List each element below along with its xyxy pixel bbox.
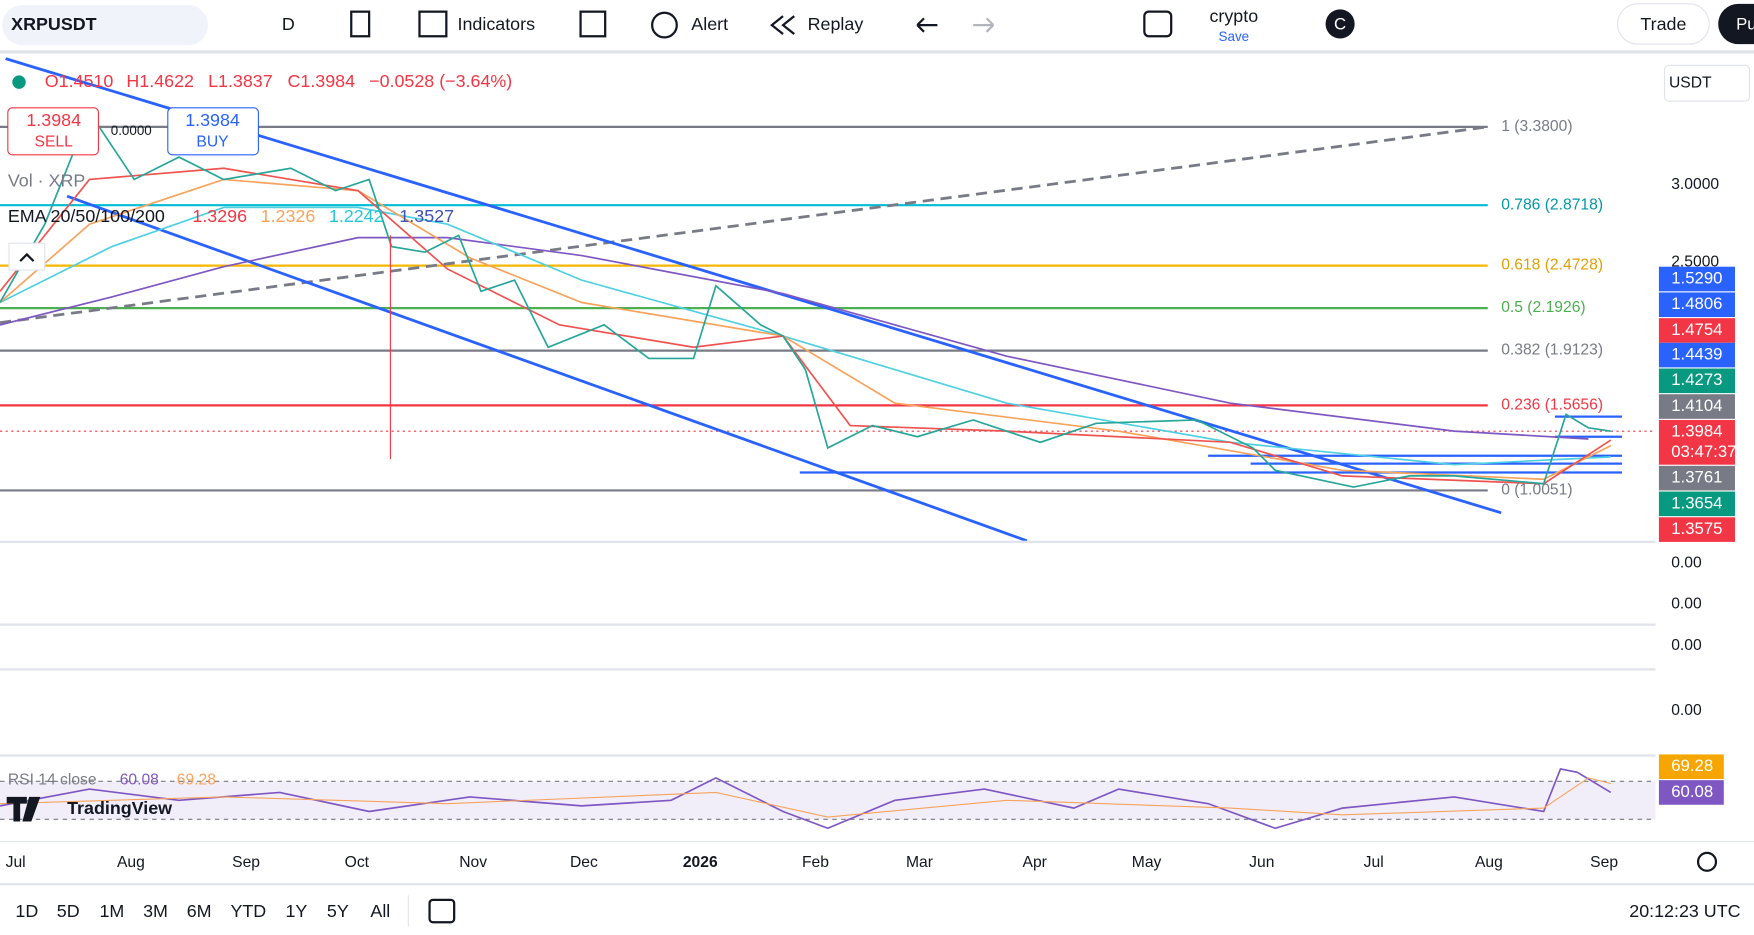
publish[interactable]: Pu — [1736, 15, 1754, 34]
rsi-label: RSI 14 close — [8, 771, 97, 788]
trade[interactable]: Trade — [1640, 14, 1686, 34]
layout-name[interactable]: crypto — [1209, 6, 1258, 26]
high: H1.4622 — [126, 71, 194, 91]
range-button[interactable]: 6M — [187, 901, 212, 921]
time-axis-label: May — [1132, 854, 1162, 871]
range-button[interactable]: YTD — [230, 901, 266, 921]
rsi-value-tag: 60.08 — [1671, 782, 1713, 801]
range-button[interactable]: 1D — [15, 901, 38, 921]
ema-value: 1.2242 — [329, 206, 384, 226]
buy-price[interactable]: 1.3984 — [185, 110, 240, 130]
price-tag: 1.5290 — [1671, 268, 1722, 287]
fib-label: 0.236 (1.5656) — [1501, 397, 1603, 414]
volume-axis-label: 0.00 — [1671, 596, 1702, 613]
time-axis-label: Aug — [117, 854, 145, 871]
volume-axis-label: 0.00 — [1671, 702, 1702, 719]
time-axis-label: Sep — [232, 854, 260, 871]
price-tag-bg — [1658, 368, 1735, 394]
fib-label: 0.382 (1.9123) — [1501, 342, 1603, 359]
sell[interactable]: SELL — [35, 134, 74, 151]
price-tag-bg — [1658, 318, 1735, 343]
price-tag: 1.4754 — [1671, 320, 1722, 339]
chart-pane: 1 (3.3800) 0.786 (2.8718) 0.618 (2.4728)… — [0, 57, 1656, 543]
price-tag: 1.4104 — [1671, 396, 1722, 415]
volume-axis-label: 0.00 — [1671, 554, 1702, 571]
low: L1.3837 — [208, 71, 273, 91]
fib-label: 0.5 (2.1926) — [1501, 299, 1585, 316]
symbol[interactable]: XRPUSDT — [11, 14, 96, 34]
ema-value: 1.3527 — [399, 206, 454, 226]
close: C1.3984 — [287, 71, 355, 91]
time-axis-label: Mar — [906, 854, 933, 871]
avatar[interactable]: C — [1334, 15, 1346, 34]
spread: 0.0000 — [111, 123, 152, 138]
range-button[interactable]: 5D — [57, 901, 80, 921]
interval[interactable]: D — [282, 14, 295, 34]
fib-label: 0 (1.0051) — [1501, 482, 1572, 499]
ema-label: EMA 20/50/100/200 — [8, 206, 165, 226]
clock: 20:12:23 UTC — [1629, 901, 1740, 921]
price-tag-bg — [1658, 292, 1735, 318]
rsi-ma: 69.28 — [177, 771, 216, 788]
toolbar — [0, 0, 1754, 50]
price-tag: 1.3654 — [1671, 493, 1722, 512]
currency[interactable]: USDT — [1669, 74, 1712, 91]
time-axis-label: Aug — [1475, 854, 1503, 871]
price-tag: 1.3575 — [1671, 519, 1722, 538]
time-axis-label: Dec — [570, 854, 598, 871]
time-axis-label: Sep — [1590, 854, 1618, 871]
price-tag-bg — [1658, 517, 1735, 542]
price-tag-bg — [1658, 491, 1735, 517]
price-tag-bg — [1658, 465, 1735, 491]
price-tag: 1.4806 — [1671, 294, 1722, 313]
buy[interactable]: BUY — [196, 134, 229, 151]
price-tag-bg — [1658, 419, 1735, 465]
rsi-ma-tag: 69.28 — [1671, 756, 1713, 775]
time-axis-label: Feb — [802, 854, 829, 871]
ema-value: 1.3296 — [192, 206, 247, 226]
time-axis-label: Jul — [1364, 854, 1384, 871]
range-button[interactable]: 5Y — [327, 901, 349, 921]
range-button[interactable]: 3M — [143, 901, 168, 921]
change: −0.0528 (−3.64%) — [369, 71, 512, 91]
time-axis-label: Jun — [1249, 854, 1274, 871]
save[interactable]: Save — [1219, 29, 1250, 44]
price-tag: 1.3984 — [1671, 422, 1722, 441]
time-axis-label: Oct — [345, 854, 370, 871]
range-button[interactable]: 1M — [99, 901, 124, 921]
time-axis-label: Nov — [459, 854, 487, 871]
volume-axis-label: 0.00 — [1671, 637, 1702, 654]
time-axis-label: Apr — [1023, 854, 1047, 871]
open: O1.4510 — [45, 71, 114, 91]
brand: TradingView — [67, 798, 172, 818]
fib-label: 1 (3.3800) — [1501, 118, 1572, 135]
rsi-value: 60.08 — [120, 771, 159, 788]
price-tag: 1.4439 — [1671, 345, 1722, 364]
replay[interactable]: Replay — [808, 14, 864, 34]
range-button[interactable]: All — [370, 901, 390, 921]
fib-label: 0.618 (2.4728) — [1501, 257, 1603, 274]
alert[interactable]: Alert — [691, 14, 728, 34]
price-axis-label: 2.5000 — [1671, 253, 1719, 270]
time-axis-label: 2026 — [683, 854, 718, 871]
volume-label: Vol · XRP — [8, 170, 86, 190]
price-tag: 1.4273 — [1671, 370, 1722, 389]
range-button[interactable]: 1Y — [285, 901, 307, 921]
countdown: 03:47:37 — [1671, 442, 1736, 461]
indicators[interactable]: Indicators — [458, 14, 536, 34]
price-tag-bg — [1658, 342, 1735, 368]
price-axis-label: 3.0000 — [1671, 176, 1719, 193]
time-axis-label: Jul — [6, 854, 26, 871]
price-tag-bg — [1658, 394, 1735, 419]
ema-value: 1.2326 — [261, 206, 316, 226]
price-tag-bg — [1658, 266, 1735, 292]
price-tag: 1.3761 — [1671, 468, 1722, 487]
sell-price[interactable]: 1.3984 — [26, 110, 81, 130]
fib-label: 0.786 (2.8718) — [1501, 196, 1603, 213]
